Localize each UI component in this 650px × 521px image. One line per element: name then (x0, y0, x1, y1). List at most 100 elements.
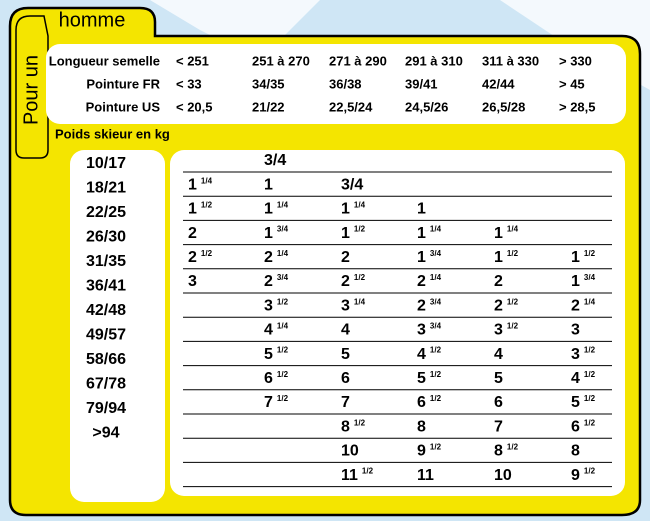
cell-fraction: 1/4 (277, 322, 289, 331)
cell-value: 1 (494, 249, 503, 266)
header-value: < 20,5 (176, 99, 213, 114)
cell-value: 2 (264, 273, 273, 290)
cell-value: 2 (188, 249, 197, 266)
header-label: Longueur semelle (49, 53, 160, 68)
header-value: 22,5/24 (329, 99, 373, 114)
cell-fraction: 1/4 (430, 225, 442, 234)
weight: 49/57 (86, 327, 126, 344)
weight-heading: Poids skieur en kg (55, 126, 170, 141)
header-value: 24,5/26 (405, 99, 448, 114)
tab-outline (15, 15, 49, 159)
cell-fraction: 1/4 (277, 249, 289, 258)
cell-value: 2 (417, 273, 426, 290)
cell-fraction: 1/4 (354, 297, 366, 306)
header-value: 42/44 (482, 76, 515, 91)
header-label: Pointure US (86, 99, 161, 114)
weight: 10/17 (86, 155, 126, 172)
cell-value: 4 (571, 370, 580, 387)
cell-value: 6 (494, 394, 503, 411)
cell-value: 3 (571, 346, 580, 363)
cell-value: 9 (571, 467, 580, 484)
cell-value: 1 (264, 201, 273, 218)
cell-value: 3/4 (264, 152, 286, 169)
header-box (46, 44, 626, 124)
cell-value: 4 (341, 322, 350, 339)
header-value: 311 à 330 (482, 53, 539, 68)
cell-value: 6 (417, 394, 426, 411)
cell-value: 11 (341, 467, 358, 484)
cell-fraction: 1/2 (362, 467, 374, 476)
cell-value: 7 (341, 394, 350, 411)
cell-fraction: 1/2 (354, 225, 366, 234)
cell-fraction: 1/4 (354, 201, 366, 210)
cell-value: 5 (341, 346, 350, 363)
header-label: Pointure FR (86, 76, 160, 91)
cell-value: 3 (188, 273, 197, 290)
cell-fraction: 3/4 (430, 297, 442, 306)
weight: 58/66 (86, 351, 126, 368)
cell-value: 8 (494, 443, 503, 460)
cell-value: 2 (494, 297, 503, 314)
cell-fraction: 1/2 (354, 273, 366, 282)
cell-value: 5 (264, 346, 273, 363)
header-value: 36/38 (329, 76, 362, 91)
cell-value: 4 (264, 322, 273, 339)
header-value: 39/41 (405, 76, 438, 91)
cell-value: 4 (417, 346, 426, 363)
cell-fraction: 1/2 (584, 418, 596, 427)
cell-fraction: 3/4 (277, 273, 289, 282)
cell-fraction: 1/2 (584, 346, 596, 355)
cell-fraction: 1/2 (507, 443, 519, 452)
cell-value: 1 (571, 273, 580, 290)
cell-value: 2 (417, 297, 426, 314)
cell-value: 1 (494, 225, 503, 242)
cell-value: 1 (188, 176, 197, 193)
weight: >94 (92, 425, 119, 442)
header-value: < 251 (176, 53, 209, 68)
table-box (170, 150, 625, 496)
cell-value: 8 (341, 418, 350, 435)
cell-value: 3 (417, 322, 426, 339)
cell-value: 3 (494, 322, 503, 339)
cell-value: 6 (341, 370, 350, 387)
cell-fraction: 1/4 (201, 176, 213, 185)
cell-value: 5 (494, 370, 503, 387)
cell-value: 7 (494, 418, 503, 435)
cell-value: 3 (341, 297, 350, 314)
weight: 18/21 (86, 180, 126, 197)
header-value: 271 à 290 (329, 53, 387, 68)
cell-value: 5 (417, 370, 426, 387)
cell-value: 8 (571, 443, 580, 460)
content: Longueur semelle < 251 251 à 270 271 à 290 2… (49, 53, 612, 488)
weight: 42/48 (86, 302, 126, 319)
cell-value: 5 (571, 394, 580, 411)
weight-box (70, 150, 165, 502)
header-value: < 33 (176, 76, 202, 91)
cell-value: 1 (417, 225, 426, 242)
cell-fraction: 1/2 (277, 297, 289, 306)
cell-value: 7 (264, 394, 273, 411)
weight: 26/30 (86, 229, 126, 246)
cell-fraction: 3/4 (277, 225, 289, 234)
cell-value: 1 (417, 249, 426, 266)
cell-fraction: 1/2 (277, 394, 289, 403)
cell-fraction: 1/2 (430, 443, 442, 452)
cell-value: 2 (341, 249, 350, 266)
cell-fraction: 1/2 (507, 297, 519, 306)
cell-fraction: 1/2 (201, 201, 213, 210)
cell-value: 1 (417, 201, 426, 218)
cell-value: 3/4 (341, 176, 363, 193)
cell-fraction: 1/2 (507, 249, 519, 258)
cell-value: 1 (264, 176, 273, 193)
cell-fraction: 1/4 (277, 201, 289, 210)
cell-value: 10 (341, 443, 359, 460)
cell-fraction: 1/2 (277, 370, 289, 379)
cell-fraction: 1/2 (201, 249, 213, 258)
cell-value: 1 (571, 249, 580, 266)
cell-fraction: 1/2 (584, 370, 596, 379)
cell-value: 6 (264, 370, 273, 387)
weight: 79/94 (86, 400, 126, 417)
cell-value: 2 (494, 273, 503, 290)
cell-value: 8 (417, 418, 426, 435)
